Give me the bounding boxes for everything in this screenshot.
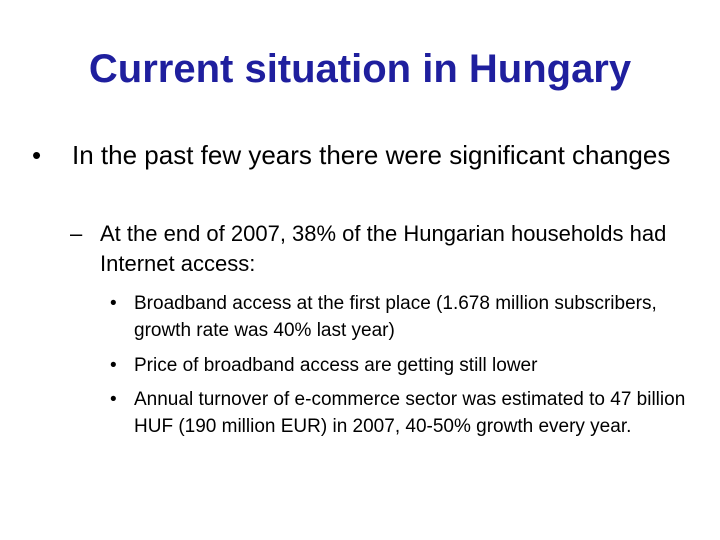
slide-title: Current situation in Hungary: [88, 47, 632, 91]
bullet-level1: • In the past few years there were signi…: [32, 138, 692, 173]
dash-marker: –: [70, 221, 83, 246]
bullet-level3: • Price of broadband access are getting …: [110, 352, 690, 379]
bullet-marker: •: [110, 293, 117, 314]
bullet-marker: •: [32, 140, 42, 170]
bullet-text: Broadband access at the first place (1.6…: [134, 293, 657, 341]
bullet-marker: •: [110, 389, 117, 410]
bullet-text: Annual turnover of e-commerce sector was…: [134, 389, 686, 437]
bullet-level2: – At the end of 2007, 38% of the Hungari…: [70, 219, 690, 279]
bullet-marker: •: [110, 355, 117, 376]
bullet-level3: • Broadband access at the first place (1…: [110, 290, 690, 344]
bullet-level3: • Annual turnover of e-commerce sector w…: [110, 386, 690, 440]
bullet-text: Price of broadband access are getting st…: [134, 355, 538, 376]
bullet-text: In the past few years there were signifi…: [72, 140, 671, 170]
bullet-text: At the end of 2007, 38% of the Hungarian…: [100, 221, 667, 276]
